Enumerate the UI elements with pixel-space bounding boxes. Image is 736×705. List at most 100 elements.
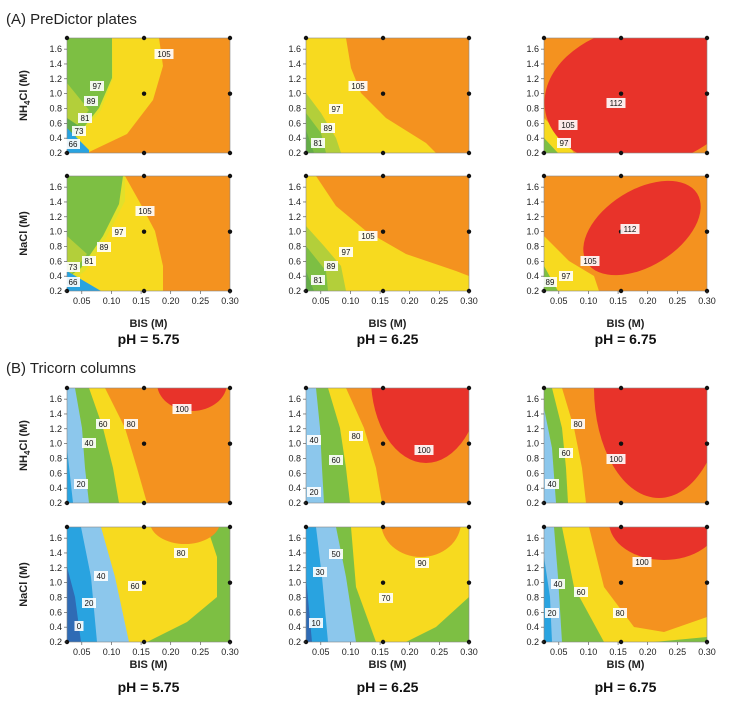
y-tick-label: 0.6 [526, 468, 539, 478]
design-point [227, 229, 233, 234]
contour-label: 89 [327, 262, 336, 271]
contour-region [371, 388, 469, 463]
contour-label-box [94, 571, 108, 581]
y-tick-label: 0.4 [49, 271, 62, 281]
contour-label: 112 [610, 99, 623, 108]
contour-label: 10 [312, 619, 321, 628]
y-axis-label: NaCl (M) [18, 562, 30, 607]
contour-label-box [349, 431, 363, 441]
contour-fill [306, 176, 469, 291]
y-tick-label: 0.2 [288, 637, 301, 647]
x-axis-label: BIS (M) [607, 318, 645, 330]
design-point [141, 639, 147, 645]
y-tick-label: 1.6 [49, 182, 62, 192]
x-tick-label: 0.25 [669, 296, 687, 306]
design-point [704, 91, 710, 96]
design-point [704, 524, 710, 530]
y-tick-label: 1.0 [288, 439, 301, 449]
contour-label: 89 [87, 97, 96, 106]
section-a-title: (A) PreDictor plates [6, 11, 137, 28]
y-tick-label: 0.8 [49, 453, 62, 463]
contour-fill [306, 38, 469, 153]
y-tick-label: 1.6 [49, 44, 62, 54]
contour-label-box [543, 277, 557, 287]
contour-label-box [154, 49, 174, 59]
contour-region [544, 236, 599, 291]
design-point [141, 500, 147, 506]
contour-label-box [606, 454, 626, 464]
x-tick-label: 0.25 [669, 647, 687, 657]
y-tick-label: 1.0 [526, 439, 539, 449]
design-point [704, 229, 710, 234]
contour-label: 60 [332, 456, 341, 465]
design-point [141, 35, 147, 41]
contour-label-box [559, 271, 573, 281]
contour-label: 105 [361, 232, 375, 241]
x-tick-label: 0.25 [431, 647, 449, 657]
design-point [466, 35, 472, 41]
design-point [541, 524, 547, 530]
x-tick-label: 0.05 [73, 647, 91, 657]
contour-region [67, 448, 73, 503]
contour-label-box [90, 81, 104, 91]
y-tick-label: 0.6 [49, 607, 62, 617]
contour-label-box [311, 275, 325, 285]
contour-region [306, 388, 324, 503]
x-tick-label: 0.15 [132, 296, 150, 306]
x-tick-label: 0.20 [401, 296, 419, 306]
contour-label: 40 [97, 572, 106, 581]
design-point [466, 150, 472, 156]
contour-panel: 81 89 97 105 0.2 0.4 0.6 0.8 1.0 1.2 1.4 1.6 0.05 0.1… [288, 173, 478, 347]
y-tick-label: 1.4 [49, 409, 62, 419]
y-tick-label: 1.0 [526, 227, 539, 237]
contour-label-box [309, 618, 323, 628]
contour-fill [67, 388, 230, 503]
design-point [380, 288, 386, 294]
design-point [227, 150, 233, 156]
design-point [227, 385, 233, 391]
y-tick-label: 1.0 [49, 578, 62, 588]
x-tick-label: 0.25 [192, 296, 210, 306]
contour-label: 105 [138, 207, 152, 216]
contour-fill [67, 527, 230, 642]
y-tick-label: 0.2 [526, 637, 539, 647]
contour-label: 20 [310, 488, 319, 497]
y-tick-label: 0.4 [526, 133, 539, 143]
design-point [141, 524, 147, 530]
x-tick-label: 0.10 [103, 647, 121, 657]
ph-label: pH = 6.25 [357, 331, 419, 347]
contour-region [583, 180, 701, 276]
contour-label-box [78, 113, 92, 123]
contour-label-box [124, 419, 138, 429]
y-tick-label: 0.2 [49, 498, 62, 508]
y-tick-label: 0.8 [288, 453, 301, 463]
design-point [380, 580, 386, 585]
contour-label: 80 [616, 609, 625, 618]
y-tick-label: 0.2 [49, 286, 62, 296]
y-tick-label: 1.4 [288, 197, 301, 207]
y-tick-label: 1.2 [49, 424, 62, 434]
contour-label-box [574, 587, 588, 597]
x-tick-label: 0.30 [460, 296, 478, 306]
y-tick-label: 1.4 [49, 548, 62, 558]
y-tick-label: 0.8 [526, 592, 539, 602]
ph-label: pH = 6.75 [595, 679, 657, 695]
y-tick-label: 0.4 [526, 483, 539, 493]
x-tick-label: 0.10 [580, 296, 598, 306]
y-tick-label: 0.8 [288, 592, 301, 602]
contour-label: 105 [561, 121, 575, 130]
contour-region [544, 138, 558, 153]
design-point [618, 441, 624, 446]
design-point [303, 35, 309, 41]
design-point [618, 35, 624, 41]
design-point [380, 385, 386, 391]
design-point [227, 441, 233, 446]
x-tick-label: 0.20 [639, 296, 657, 306]
design-point [541, 385, 547, 391]
y-tick-label: 0.4 [288, 133, 301, 143]
contour-label: 90 [418, 559, 427, 568]
design-point [141, 91, 147, 96]
contour-label-box [414, 445, 434, 455]
contour-panel: 40 60 80 100 0.2 0.4 0.6 0.8 1.0 1.2 1.4 1.6 [526, 385, 710, 508]
